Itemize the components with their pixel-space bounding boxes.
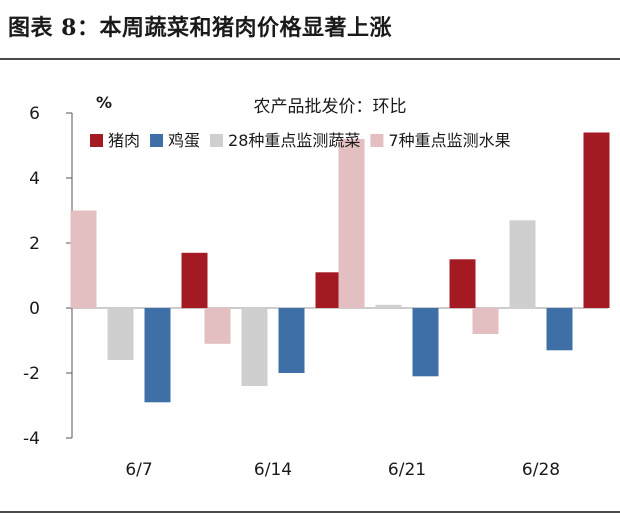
bar bbox=[204, 308, 231, 344]
bar bbox=[278, 308, 305, 373]
y-tick-label: 6 bbox=[29, 104, 40, 124]
legend: 猪肉 鸡蛋 28种重点监测蔬菜 7种重点监测水果 bbox=[90, 131, 511, 150]
y-tick-label: 2 bbox=[29, 234, 40, 254]
y-tick-label: 0 bbox=[29, 299, 40, 319]
bar-chart: -4 -2 0 2 4 6% 农产品批发价：环比 6/7 6/14 6/21 6/28 猪肉 鸡蛋 28… bbox=[23, 93, 610, 480]
bar bbox=[241, 308, 268, 386]
x-tick-label: 6/28 bbox=[522, 460, 560, 480]
legend-label: 鸡蛋 bbox=[168, 131, 200, 150]
bar bbox=[509, 220, 536, 309]
x-tick-label: 6/7 bbox=[125, 460, 152, 480]
x-tick-label: 6/21 bbox=[388, 460, 426, 480]
bar bbox=[144, 308, 171, 403]
bar bbox=[315, 272, 342, 308]
bar bbox=[375, 304, 402, 308]
bar bbox=[338, 139, 365, 308]
bar bbox=[181, 252, 208, 309]
legend-label: 猪肉 bbox=[108, 131, 140, 150]
legend-swatch bbox=[90, 134, 103, 147]
bar bbox=[70, 210, 97, 308]
y-axis-label: % bbox=[96, 93, 112, 112]
bar bbox=[583, 132, 610, 308]
figure-title: 图表 8：本周蔬菜和猪肉价格显著上涨 bbox=[8, 15, 392, 41]
y-tick-label: -4 bbox=[23, 429, 40, 449]
legend-swatch bbox=[370, 134, 384, 147]
y-tick-label: -2 bbox=[23, 364, 40, 384]
bottom-divider bbox=[0, 511, 620, 513]
legend-label: 28种重点监测蔬菜 bbox=[228, 131, 360, 150]
bar bbox=[449, 259, 476, 309]
bar bbox=[107, 308, 134, 360]
bars bbox=[70, 132, 610, 403]
y-tick-label: 4 bbox=[29, 169, 40, 189]
legend-swatch bbox=[150, 134, 164, 147]
bar bbox=[472, 308, 499, 334]
chart-title: 农产品批发价：环比 bbox=[254, 97, 407, 117]
legend-swatch bbox=[210, 134, 224, 147]
labels: -4 -2 0 2 4 6% 农产品批发价：环比 6/7 6/14 6/21 6/28 bbox=[23, 93, 560, 480]
bar bbox=[546, 308, 573, 351]
bar bbox=[412, 308, 439, 377]
x-tick-label: 6/14 bbox=[254, 460, 292, 480]
legend-label: 7种重点监测水果 bbox=[388, 131, 510, 150]
top-divider bbox=[0, 58, 620, 60]
